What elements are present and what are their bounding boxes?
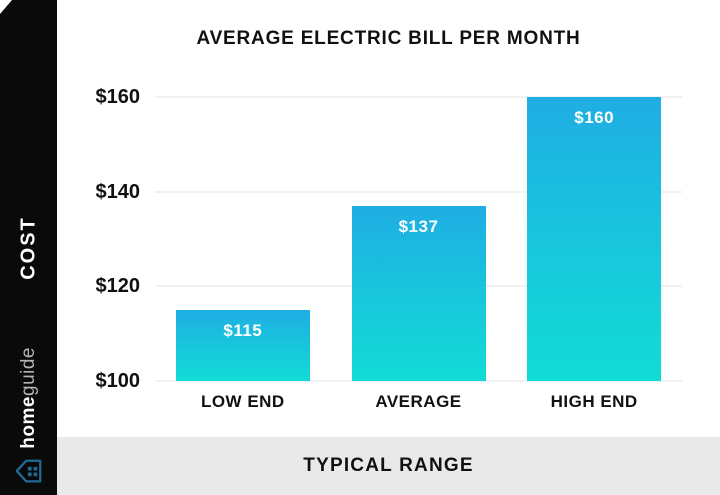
homeguide-house-icon <box>15 459 41 483</box>
bar: $137 <box>351 205 486 381</box>
brand-wordmark: homeguide <box>18 347 40 449</box>
category-label: LOW END <box>200 392 285 411</box>
bar: $160 <box>527 97 662 381</box>
bar-chart-plot: $115 LOW END $137 AVERAGE $160 HIGH END <box>155 96 682 411</box>
bar: $115 <box>175 310 310 381</box>
brand-guide-text: guide <box>17 347 39 397</box>
footer-label: TYPICAL RANGE <box>303 455 474 476</box>
gridline <box>155 96 682 98</box>
brand-home-text: home <box>17 396 39 449</box>
y-tick-label: $120 <box>95 275 141 298</box>
cost-label: COST <box>17 215 39 280</box>
y-tick-label: $140 <box>95 180 141 203</box>
sidebar: COST homeguide <box>0 0 57 495</box>
category-label: HIGH END <box>550 392 638 411</box>
bar-value-label: $137 <box>398 216 439 236</box>
gridline <box>155 380 682 382</box>
corner-fold <box>0 0 12 14</box>
y-tick-label: $160 <box>95 86 141 108</box>
bar-value-label: $115 <box>223 321 263 340</box>
bar-value-label: $160 <box>574 108 615 127</box>
chart-title: AVERAGE ELECTRIC BILL PER MONTH <box>196 28 581 49</box>
footer-band: TYPICAL RANGE <box>57 437 720 495</box>
y-tick-label: $100 <box>95 370 141 392</box>
chart-area: AVERAGE ELECTRIC BILL PER MONTH $115 LOW … <box>57 0 720 437</box>
gridline <box>155 190 682 193</box>
category-label: AVERAGE <box>375 392 462 411</box>
